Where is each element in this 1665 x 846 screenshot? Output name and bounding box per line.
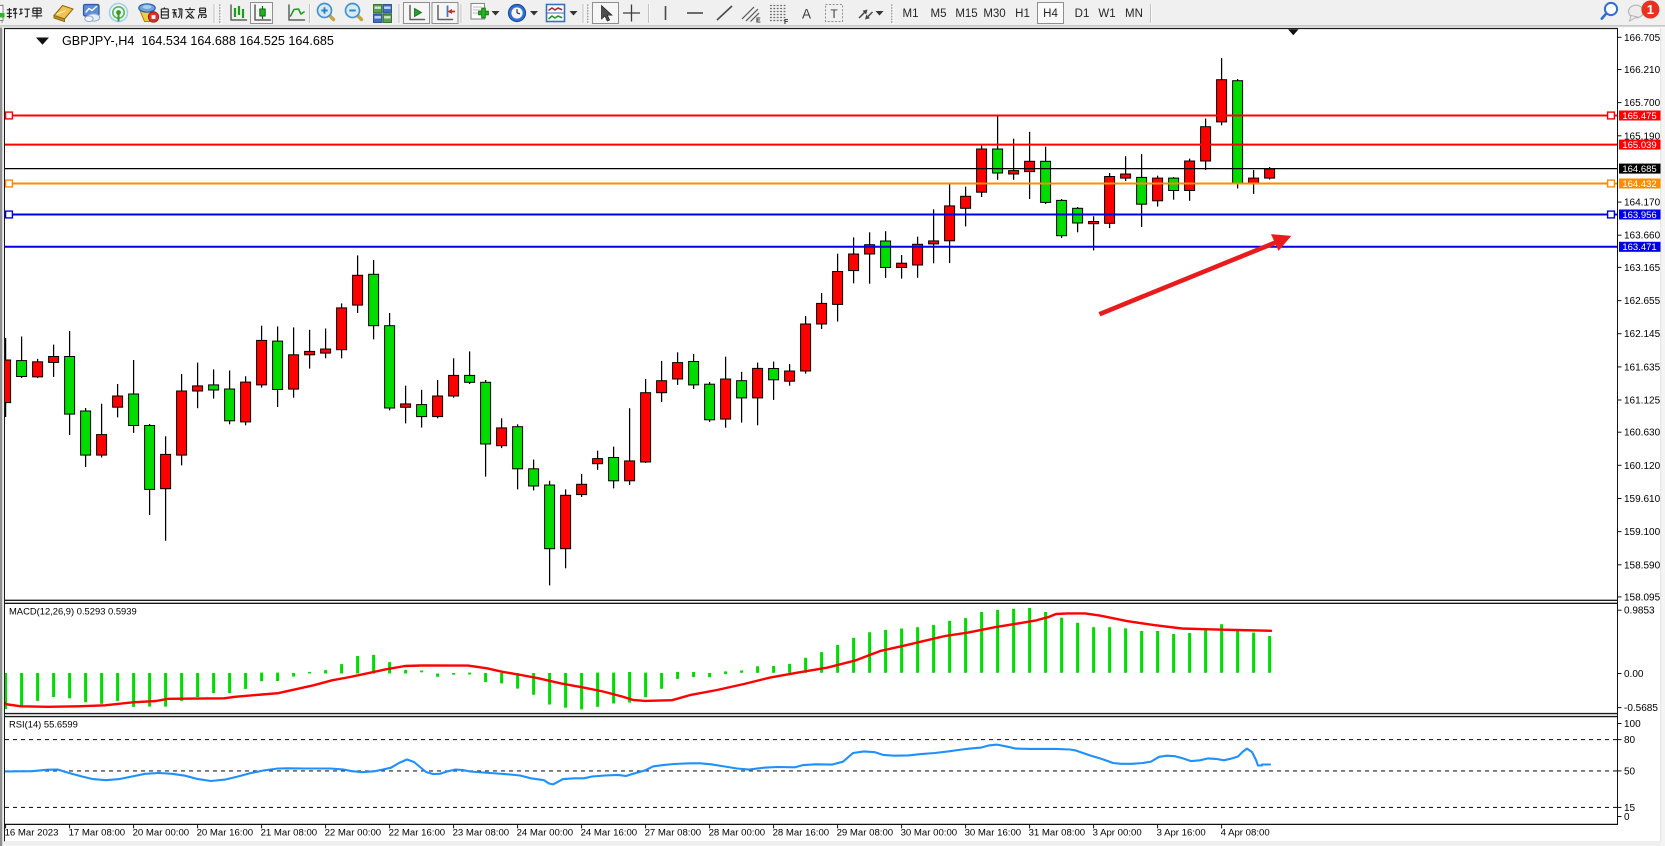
svg-text:159.100: 159.100 [1624,527,1661,538]
svg-text:3 Apr 00:00: 3 Apr 00:00 [1093,828,1142,839]
svg-text:MN: MN [1125,8,1143,20]
svg-text:50: 50 [1624,766,1636,777]
svg-text:166.705: 166.705 [1624,33,1661,44]
svg-text:165.475: 165.475 [1622,111,1656,122]
svg-text:0.00: 0.00 [1624,669,1644,680]
svg-text:160.120: 160.120 [1624,461,1661,472]
svg-text:0: 0 [1624,812,1630,823]
svg-text:162.145: 162.145 [1624,329,1661,340]
svg-text:17 Mar 08:00: 17 Mar 08:00 [69,828,126,839]
svg-text:163.165: 163.165 [1624,263,1661,274]
svg-text:W1: W1 [1098,8,1115,20]
svg-text:16 Mar 2023: 16 Mar 2023 [5,828,59,839]
svg-text:163.471: 163.471 [1622,242,1656,253]
svg-text:30 Mar 00:00: 30 Mar 00:00 [901,828,958,839]
svg-text:165.700: 165.700 [1624,98,1661,109]
svg-text:27 Mar 08:00: 27 Mar 08:00 [645,828,702,839]
svg-text:21 Mar 08:00: 21 Mar 08:00 [261,828,318,839]
svg-text:15: 15 [1624,803,1636,814]
svg-text:E: E [756,18,761,25]
svg-text:GBPJPY-,H4 164.534 164.688 16: GBPJPY-,H4 164.534 164.688 164.525 164.6… [62,34,334,48]
svg-text:H1: H1 [1015,8,1030,20]
svg-text:30 Mar 16:00: 30 Mar 16:00 [965,828,1022,839]
svg-text:158.590: 158.590 [1624,560,1661,571]
svg-text:24 Mar 16:00: 24 Mar 16:00 [581,828,638,839]
svg-text:80: 80 [1624,735,1636,746]
svg-text:M30: M30 [983,8,1005,20]
svg-text:24 Mar 00:00: 24 Mar 00:00 [517,828,574,839]
svg-text:162.655: 162.655 [1624,296,1661,307]
svg-text:A: A [802,7,811,22]
svg-text:100: 100 [1624,719,1641,730]
svg-text:165.039: 165.039 [1622,140,1656,151]
svg-text:D1: D1 [1075,8,1090,20]
svg-text:M15: M15 [955,8,977,20]
svg-text:H4: H4 [1043,8,1058,20]
svg-text:166.210: 166.210 [1624,65,1661,76]
svg-text:4 Apr 08:00: 4 Apr 08:00 [1221,828,1270,839]
svg-text:164.432: 164.432 [1622,179,1656,190]
svg-text:158.095: 158.095 [1624,592,1661,603]
svg-text:161.635: 161.635 [1624,362,1661,373]
svg-text:164.170: 164.170 [1624,198,1661,209]
svg-text:20 Mar 00:00: 20 Mar 00:00 [133,828,190,839]
svg-text:160.630: 160.630 [1624,428,1661,439]
svg-text:1: 1 [1647,2,1654,17]
svg-text:M5: M5 [931,8,947,20]
svg-text:20 Mar 16:00: 20 Mar 16:00 [197,828,254,839]
svg-text:163.956: 163.956 [1622,210,1656,221]
svg-text:163.660: 163.660 [1624,231,1661,242]
svg-text:0.9853: 0.9853 [1624,606,1655,617]
svg-text:3 Apr 16:00: 3 Apr 16:00 [1157,828,1206,839]
svg-text:22 Mar 00:00: 22 Mar 00:00 [325,828,382,839]
svg-text:28 Mar 16:00: 28 Mar 16:00 [773,828,830,839]
svg-text:MACD(12,26,9) 0.5293 0.5939: MACD(12,26,9) 0.5293 0.5939 [9,605,137,616]
svg-text:31 Mar 08:00: 31 Mar 08:00 [1029,828,1086,839]
svg-text:161.125: 161.125 [1624,396,1661,407]
svg-text:M1: M1 [903,8,919,20]
svg-text:159.610: 159.610 [1624,494,1661,505]
svg-text:RSI(14) 55.6599: RSI(14) 55.6599 [9,718,78,729]
svg-text:T: T [830,7,838,21]
svg-text:22 Mar 16:00: 22 Mar 16:00 [389,828,446,839]
svg-text:F: F [784,19,789,26]
svg-text:164.685: 164.685 [1622,164,1656,175]
svg-text:23 Mar 08:00: 23 Mar 08:00 [453,828,510,839]
svg-text:-0.5685: -0.5685 [1624,703,1658,714]
svg-text:29 Mar 08:00: 29 Mar 08:00 [837,828,894,839]
svg-text:28 Mar 00:00: 28 Mar 00:00 [709,828,766,839]
svg-text:165.190: 165.190 [1624,131,1661,142]
